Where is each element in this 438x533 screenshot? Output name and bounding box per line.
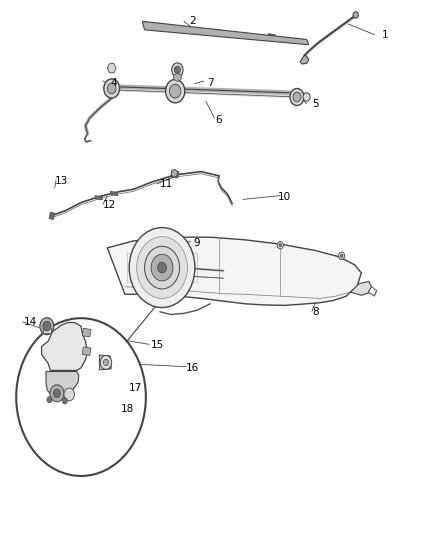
Circle shape [353,12,358,18]
Text: 11: 11 [160,179,173,189]
Circle shape [293,92,301,102]
Polygon shape [43,328,51,333]
Circle shape [100,356,112,369]
Circle shape [277,241,283,249]
Circle shape [40,318,54,335]
Circle shape [166,79,185,103]
Text: 7: 7 [207,78,214,87]
Text: 1: 1 [382,30,389,39]
Circle shape [62,398,67,404]
Circle shape [340,254,343,257]
Circle shape [151,254,173,281]
Polygon shape [350,281,371,295]
Polygon shape [215,29,223,36]
Text: 16: 16 [186,363,199,373]
Polygon shape [110,191,118,196]
Circle shape [103,359,109,366]
Polygon shape [173,73,181,82]
Polygon shape [107,63,116,73]
Circle shape [129,228,195,308]
Circle shape [107,83,116,94]
Text: 2: 2 [189,17,196,26]
Circle shape [290,88,304,106]
Polygon shape [171,171,179,178]
Polygon shape [46,372,79,395]
Text: 18: 18 [120,405,134,414]
Circle shape [53,389,60,398]
Polygon shape [99,355,111,370]
Circle shape [158,262,166,273]
Circle shape [339,252,345,260]
Circle shape [170,84,181,98]
Polygon shape [95,196,102,200]
Circle shape [172,63,183,77]
Circle shape [303,93,310,101]
Circle shape [43,321,51,331]
Text: 4: 4 [110,78,117,87]
Polygon shape [82,328,91,337]
Polygon shape [107,237,361,305]
Circle shape [50,385,64,402]
Polygon shape [49,212,55,220]
Text: 10: 10 [278,192,291,202]
Polygon shape [300,55,309,64]
Circle shape [137,237,187,298]
Polygon shape [268,34,275,40]
Polygon shape [142,21,309,45]
Circle shape [47,397,52,403]
Text: 15: 15 [151,341,164,350]
Circle shape [279,244,282,247]
Circle shape [16,318,146,476]
Circle shape [64,388,74,401]
Text: 17: 17 [129,383,142,393]
Text: 12: 12 [103,200,116,210]
Polygon shape [163,25,170,31]
Polygon shape [42,322,88,370]
Text: 5: 5 [312,99,319,109]
Text: 13: 13 [55,176,68,186]
Circle shape [104,79,120,98]
Polygon shape [82,347,91,356]
Text: 8: 8 [312,307,319,317]
Text: 6: 6 [215,115,223,125]
Text: 9: 9 [194,238,201,247]
Circle shape [145,246,180,289]
Circle shape [174,66,180,74]
Circle shape [171,169,177,177]
Text: 14: 14 [24,318,37,327]
